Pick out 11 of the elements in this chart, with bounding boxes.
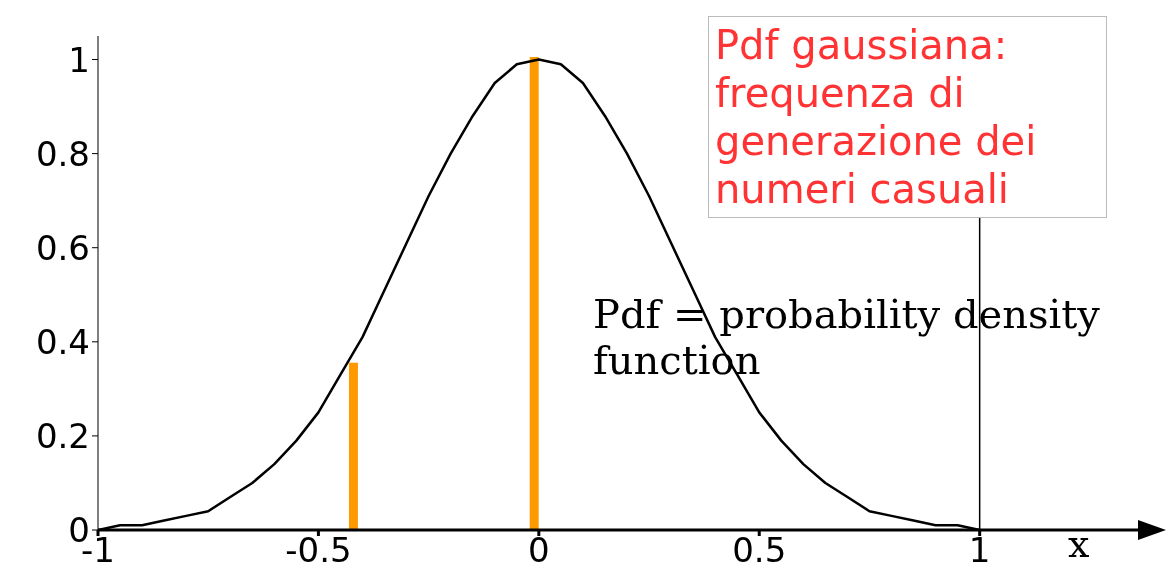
y-tick-label: 0.2 <box>35 415 90 456</box>
x-axis-title: x <box>1068 522 1090 566</box>
y-tick-label: 0.4 <box>35 321 90 362</box>
annotation: Pdf gaussiana: frequenza di generazione dei numeri casuali <box>708 16 1107 218</box>
x-tick-label: 0.5 <box>732 530 787 570</box>
y-tick-label: 1 <box>68 39 90 80</box>
x-tick-label: 0 <box>528 530 550 570</box>
x-tick-label: -0.5 <box>285 530 352 570</box>
x-tick-label: 1 <box>968 530 991 570</box>
y-tick-label: 0.6 <box>35 227 90 268</box>
y-tick-label: 0.8 <box>35 133 90 174</box>
